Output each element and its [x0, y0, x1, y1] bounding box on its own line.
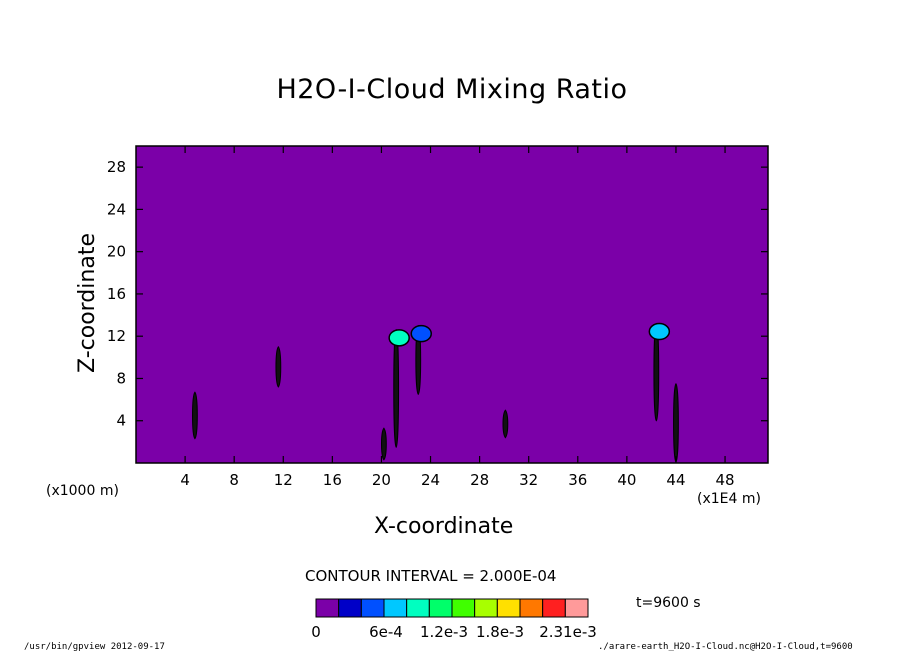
y-tick-label-2: 8: [116, 369, 126, 387]
colorbar-label-1: 0: [311, 623, 321, 641]
colorbar-swatch-2: [338, 598, 362, 618]
colorbar-swatch-8: [474, 598, 498, 618]
colorbar-label-5: 2.31e-3: [539, 623, 597, 641]
contour-interval-label: CONTOUR INTERVAL = 2.000E-04: [305, 567, 557, 585]
x-scale-note: (x1E4 m): [697, 491, 761, 507]
x-axis-label: X-coordinate: [374, 514, 514, 539]
colorbar-swatch-1: [315, 598, 340, 618]
footer-left-text: /usr/bin/gpview 2012-09-17: [24, 642, 165, 652]
cloud-feature-1: [192, 391, 198, 440]
colorbar-label-3: 1.2e-3: [420, 623, 468, 641]
x-tick-label-12: 48: [716, 471, 735, 489]
y-tick-label-6: 24: [107, 200, 126, 218]
colorbar-swatch-6: [428, 598, 453, 618]
colorbar-swatch-4: [383, 598, 408, 618]
cloud-feature-5: [410, 324, 433, 396]
x-tick-label-1: 4: [180, 471, 190, 489]
cloud-feature-4: [388, 329, 410, 448]
x-tick-label-8: 32: [519, 471, 538, 489]
y-scale-note: (x1000 m): [46, 483, 119, 499]
y-tick-label-1: 4: [116, 412, 126, 430]
plot-area: [135, 145, 769, 464]
x-tick-label-6: 24: [421, 471, 440, 489]
colorbar-swatch-12: [564, 598, 589, 618]
cloud-feature-6: [502, 409, 509, 439]
colorbar-swatch-11: [542, 598, 566, 618]
cloud-feature-2: [275, 345, 282, 388]
y-tick-label-7: 28: [107, 158, 126, 176]
chart-title: H2O-I-Cloud Mixing Ratio: [276, 74, 628, 105]
colorbar-label-4: 1.8e-3: [476, 623, 524, 641]
x-tick-label-10: 40: [617, 471, 636, 489]
x-tick-label-5: 20: [372, 471, 391, 489]
x-tick-label-3: 12: [274, 471, 293, 489]
cloud-feature-3: [380, 427, 387, 461]
x-tick-label-7: 28: [470, 471, 489, 489]
time-label: t=9600 s: [636, 595, 701, 611]
y-tick-label-4: 16: [107, 285, 126, 303]
colorbar-swatch-9: [496, 598, 521, 618]
footer-right-text: ./arare-earth_H2O-I-Cloud.nc@H2O-I-Cloud…: [598, 642, 853, 652]
colorbar-label-2: 6e-4: [369, 623, 403, 641]
y-tick-label-3: 12: [107, 327, 126, 345]
cloud-feature-8: [673, 382, 679, 463]
y-tick-label-5: 20: [107, 243, 126, 261]
colorbar-swatch-5: [406, 598, 430, 618]
x-tick-label-11: 44: [666, 471, 685, 489]
x-tick-label-9: 36: [568, 471, 587, 489]
x-tick-label-4: 16: [323, 471, 342, 489]
colorbar-swatch-3: [360, 598, 385, 618]
cloud-feature-7: [648, 322, 671, 422]
x-tick-label-2: 8: [229, 471, 239, 489]
colorbar-swatch-7: [451, 598, 476, 618]
colorbar-swatch-10: [519, 598, 544, 618]
y-axis-label: Z-coordinate: [75, 233, 100, 373]
